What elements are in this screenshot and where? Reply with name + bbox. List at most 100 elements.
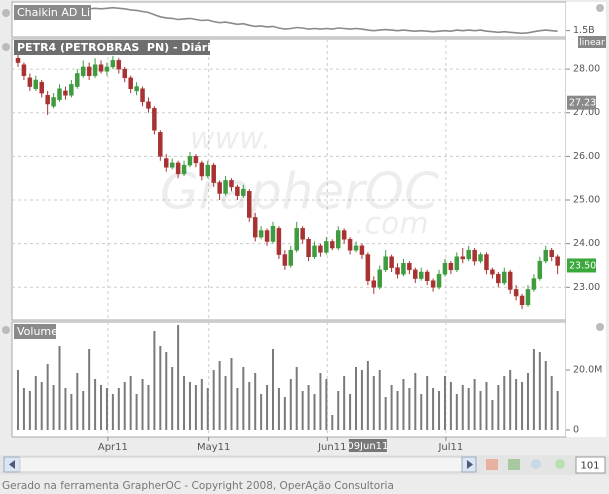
- settings-button[interactable]: [2, 43, 10, 51]
- candle-body: [502, 271, 507, 284]
- toolbar-icons: [486, 459, 565, 470]
- candle-body: [330, 241, 335, 249]
- volume-bar: [159, 346, 162, 430]
- volume-bar: [396, 391, 399, 430]
- cursor-date: 09Jun11: [347, 441, 388, 452]
- volume-bar: [254, 373, 257, 430]
- volume-bar: [230, 358, 233, 430]
- y-tick-label: 26.00: [573, 151, 600, 162]
- y-tick-label: 24.00: [573, 238, 600, 249]
- volume-bar: [384, 397, 387, 430]
- panel-title-box: [14, 324, 56, 339]
- candle-body: [383, 256, 388, 271]
- panel-title-box: [14, 5, 91, 20]
- candle-body: [128, 77, 133, 89]
- volume-bar: [420, 394, 423, 430]
- volume-bar: [28, 391, 31, 430]
- volume-bar: [544, 361, 547, 430]
- candle-body: [525, 289, 531, 305]
- volume-bar: [200, 379, 203, 430]
- icon[interactable]: [531, 459, 541, 469]
- y-tick-label: 28.00: [573, 64, 600, 75]
- candle-body: [466, 249, 471, 260]
- volume-bar: [485, 382, 488, 430]
- volume-bar: [64, 388, 67, 430]
- volume-bar: [473, 379, 476, 430]
- volume-bar: [402, 379, 405, 430]
- icon[interactable]: [486, 459, 498, 470]
- candle-body: [454, 256, 460, 271]
- candle-body: [175, 162, 181, 175]
- candle-body: [116, 60, 122, 70]
- volume-bar: [40, 382, 43, 430]
- volume-bar: [443, 376, 446, 430]
- candle-body: [27, 77, 33, 87]
- volume-bar: [94, 379, 97, 430]
- candle-body: [217, 182, 222, 194]
- cursor-date-box: [348, 439, 387, 452]
- candle-body: [33, 79, 39, 89]
- x-tick-label: Apr11: [98, 442, 128, 453]
- candle-body: [80, 66, 86, 76]
- volume-bar: [455, 394, 458, 430]
- candle-body: [519, 295, 525, 305]
- candle-body: [21, 64, 27, 76]
- volume-bar: [509, 370, 512, 430]
- close-button[interactable]: [596, 4, 604, 12]
- scale-label[interactable]: linear: [579, 38, 605, 48]
- volume-bar: [194, 385, 197, 430]
- candle-body: [252, 217, 258, 238]
- volume-bar: [556, 391, 559, 430]
- volume-bar: [426, 376, 429, 430]
- volume-bar: [242, 367, 245, 430]
- candle-body: [413, 269, 418, 279]
- volume-bar: [70, 394, 73, 430]
- scale-button[interactable]: [578, 36, 606, 48]
- candle-body: [365, 254, 371, 281]
- candle-body: [288, 249, 294, 266]
- candle-body: [294, 228, 299, 251]
- candle-body: [15, 57, 21, 63]
- candle-body: [193, 156, 199, 164]
- volume-bar: [503, 376, 506, 430]
- zoom-box[interactable]: [575, 456, 606, 474]
- volume-bar: [355, 367, 358, 430]
- icon[interactable]: [555, 459, 565, 469]
- y-tick-label: 27.00: [573, 107, 600, 118]
- candle-body: [472, 249, 477, 262]
- footer: Gerado na ferramenta GrapherOC - Copyrig…: [2, 480, 394, 492]
- volume-bar: [337, 391, 340, 430]
- settings-button[interactable]: [2, 9, 10, 17]
- volume-bar: [390, 385, 393, 430]
- candle-body: [507, 271, 513, 290]
- price-panel: [11, 38, 567, 321]
- candle-body: [92, 64, 98, 76]
- candle-body: [371, 280, 377, 288]
- volume-bar: [82, 391, 85, 430]
- scroll-track[interactable]: [19, 456, 463, 473]
- candle-body: [424, 271, 430, 281]
- volume-bar: [123, 382, 126, 430]
- candle-body: [199, 162, 205, 177]
- volume-bar: [171, 367, 174, 430]
- candle-body: [347, 239, 353, 251]
- candle-body: [270, 225, 276, 242]
- zoom-value[interactable]: 101: [580, 461, 599, 472]
- close-button[interactable]: [596, 323, 604, 331]
- settings-button[interactable]: [2, 326, 10, 334]
- volume-bar: [497, 385, 500, 430]
- candle-body: [146, 101, 151, 109]
- price-box: [567, 258, 596, 273]
- candle-body: [353, 245, 359, 251]
- icon[interactable]: [508, 459, 520, 470]
- volume-bar: [183, 376, 186, 430]
- volume-bar: [366, 361, 369, 430]
- candle-body: [335, 230, 341, 249]
- volume-bar: [46, 364, 49, 430]
- candle-body: [122, 68, 127, 79]
- x-tick-label: Jun11: [317, 442, 346, 453]
- volume-bar: [135, 394, 138, 430]
- candle-body: [478, 254, 483, 262]
- candle-body: [86, 66, 92, 76]
- volume-bar: [307, 385, 310, 430]
